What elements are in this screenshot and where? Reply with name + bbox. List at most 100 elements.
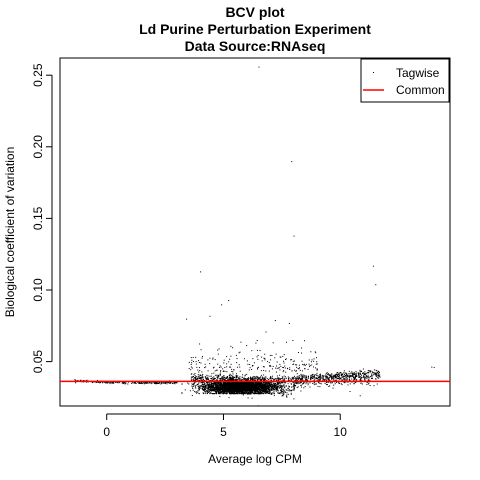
tagwise-point xyxy=(266,387,268,389)
tagwise-point xyxy=(226,383,228,385)
tagwise-point xyxy=(163,381,165,383)
tagwise-point xyxy=(210,389,212,391)
tagwise-point xyxy=(232,393,234,395)
tagwise-point xyxy=(228,389,230,391)
tagwise-point xyxy=(190,364,192,366)
tagwise-point xyxy=(252,358,254,360)
tagwise-point xyxy=(200,387,202,389)
tagwise-point xyxy=(230,387,232,389)
tagwise-point xyxy=(245,389,247,391)
tagwise-point xyxy=(220,391,222,393)
tagwise-point xyxy=(219,388,221,390)
tagwise-point xyxy=(275,378,277,380)
tagwise-point xyxy=(274,384,276,386)
tagwise-point xyxy=(247,379,249,381)
tagwise-point xyxy=(212,387,214,389)
tagwise-point xyxy=(268,383,270,385)
tagwise-point xyxy=(311,359,313,361)
tagwise-point xyxy=(317,375,319,377)
tagwise-point xyxy=(285,377,287,379)
tagwise-point xyxy=(238,377,240,379)
tagwise-point xyxy=(218,387,220,389)
tagwise-point xyxy=(290,393,292,395)
tagwise-point xyxy=(377,371,379,373)
tagwise-point xyxy=(208,384,210,386)
tagwise-point xyxy=(369,376,371,378)
tagwise-point xyxy=(229,366,231,368)
tagwise-point xyxy=(203,392,205,394)
tagwise-point xyxy=(375,374,377,376)
tagwise-point xyxy=(254,377,256,379)
tagwise-point xyxy=(271,388,273,390)
tagwise-point xyxy=(272,342,274,344)
tagwise-point xyxy=(340,372,342,374)
tagwise-point xyxy=(286,341,288,343)
tagwise-point xyxy=(271,387,273,389)
tagwise-point xyxy=(235,382,237,384)
tagwise-point xyxy=(206,393,208,395)
tagwise-point xyxy=(210,391,212,393)
tagwise-point xyxy=(253,393,255,395)
tagwise-point xyxy=(243,387,245,389)
tagwise-point xyxy=(296,364,298,366)
tagwise-point xyxy=(370,370,372,372)
tagwise-point xyxy=(296,373,298,375)
tagwise-point xyxy=(241,379,243,381)
tagwise-point xyxy=(293,385,295,387)
tagwise-point xyxy=(121,382,123,384)
tagwise-point xyxy=(228,390,230,392)
tagwise-point xyxy=(209,385,211,387)
tagwise-point xyxy=(202,385,204,387)
tagwise-point xyxy=(302,383,304,385)
tagwise-point xyxy=(166,383,168,385)
tagwise-point xyxy=(246,383,248,385)
tagwise-point xyxy=(236,384,238,386)
tagwise-point xyxy=(82,380,84,382)
tagwise-point xyxy=(250,384,252,386)
tagwise-point xyxy=(223,389,225,391)
tagwise-point xyxy=(238,381,240,383)
tagwise-point xyxy=(334,375,336,377)
tagwise-point xyxy=(274,385,276,387)
tagwise-point xyxy=(301,378,303,380)
tagwise-point xyxy=(225,387,227,389)
tagwise-point xyxy=(286,396,288,398)
tagwise-point xyxy=(271,384,273,386)
tagwise-point xyxy=(141,381,143,383)
tagwise-point xyxy=(161,382,163,384)
tagwise-point xyxy=(202,378,204,380)
tagwise-point xyxy=(287,393,289,395)
tagwise-point xyxy=(248,386,250,388)
tagwise-point xyxy=(275,387,277,389)
tagwise-point xyxy=(229,384,231,386)
tagwise-point xyxy=(197,387,199,389)
tagwise-point xyxy=(232,389,234,391)
tagwise-point xyxy=(214,374,216,376)
tagwise-point xyxy=(228,378,230,380)
tagwise-point xyxy=(319,375,321,377)
tagwise-point xyxy=(220,382,222,384)
tagwise-point xyxy=(279,385,281,387)
tagwise-point xyxy=(338,376,340,378)
tagwise-point xyxy=(218,376,220,378)
tagwise-point xyxy=(356,379,358,381)
tagwise-point xyxy=(283,362,285,364)
tagwise-point xyxy=(272,387,274,389)
tagwise-point xyxy=(276,383,278,385)
tagwise-point xyxy=(226,376,228,378)
tagwise-point xyxy=(220,385,222,387)
tagwise-point xyxy=(364,378,366,380)
tagwise-point xyxy=(242,387,244,389)
tagwise-point xyxy=(245,390,247,392)
tagwise-point xyxy=(215,391,217,393)
tagwise-point xyxy=(259,386,261,388)
tagwise-point xyxy=(260,383,262,385)
tagwise-point xyxy=(194,372,196,374)
tagwise-point xyxy=(355,376,357,378)
tagwise-point xyxy=(348,379,350,381)
tagwise-point xyxy=(223,383,225,385)
tagwise-point xyxy=(220,392,222,394)
tagwise-point xyxy=(301,370,303,372)
tagwise-point xyxy=(219,365,221,367)
tagwise-point xyxy=(357,372,359,374)
